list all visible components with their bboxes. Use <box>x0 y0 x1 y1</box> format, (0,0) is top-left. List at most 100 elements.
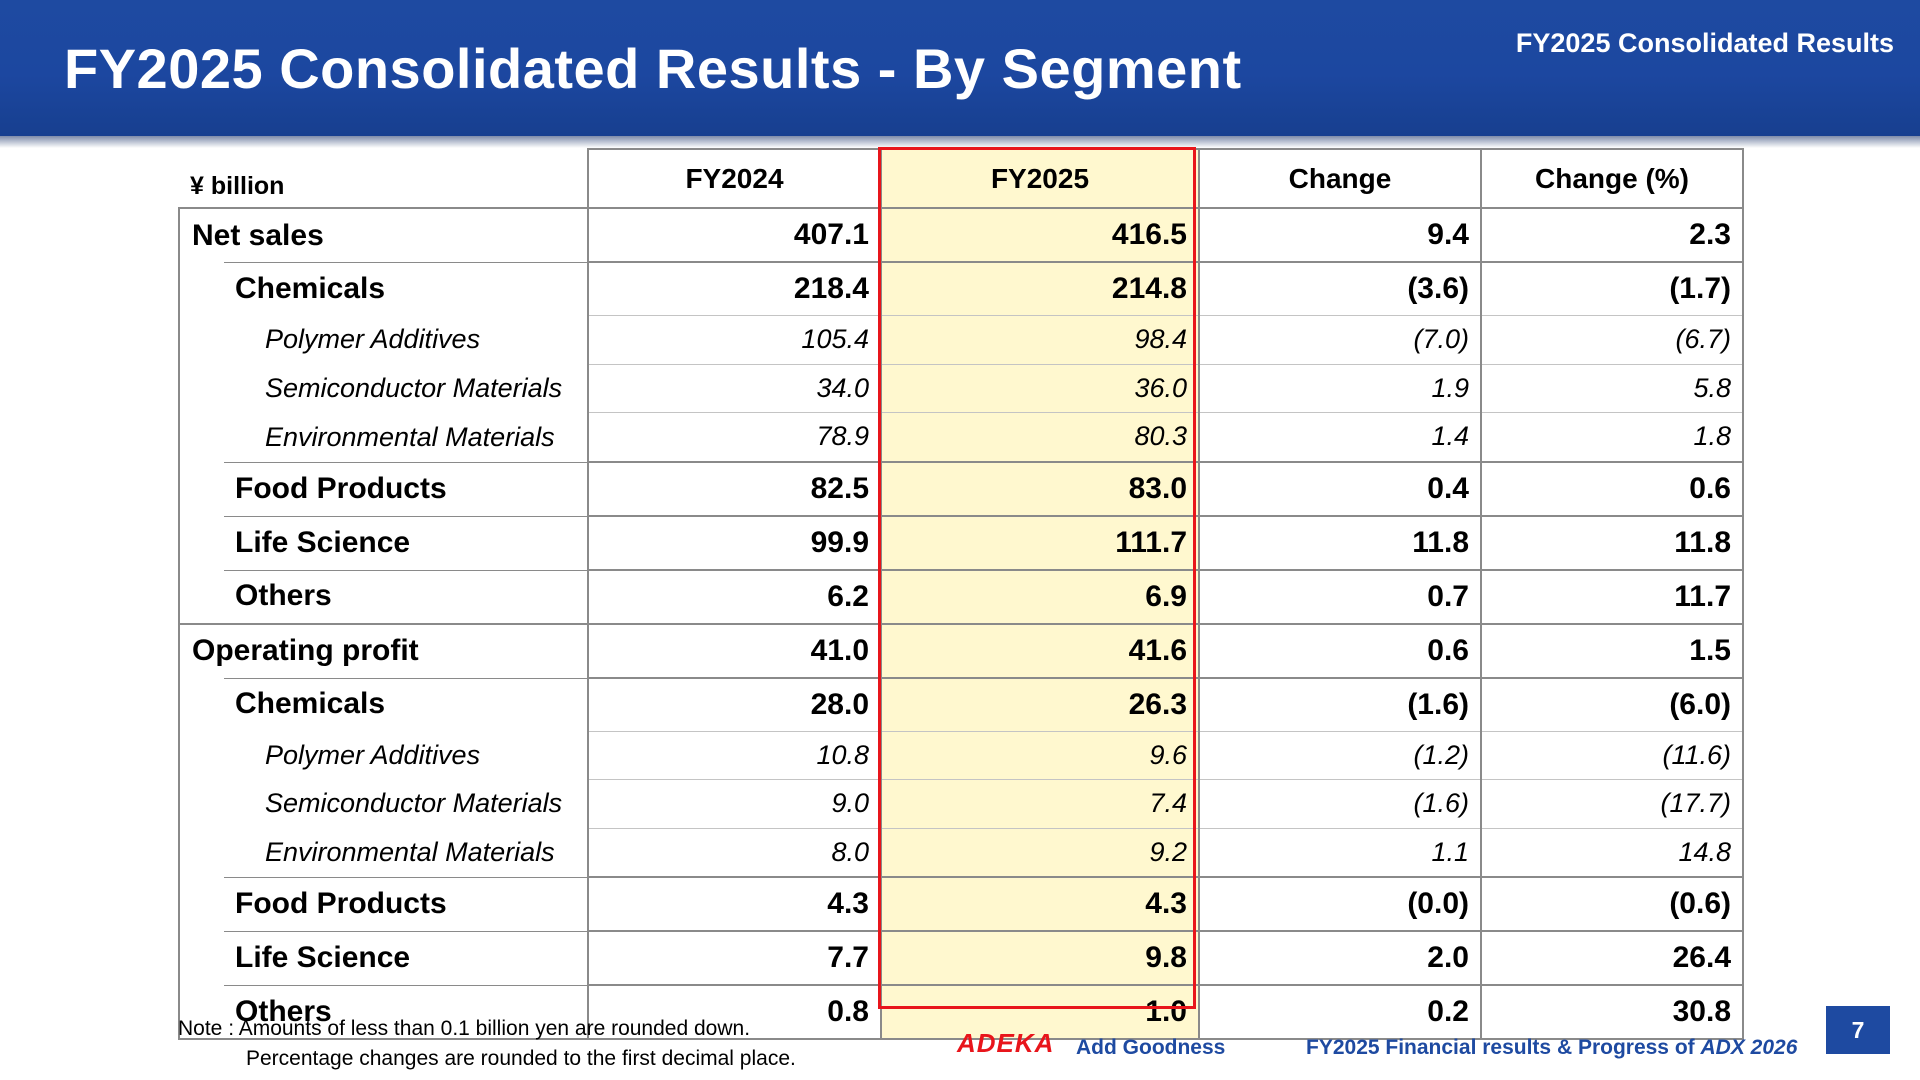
footnote: Note : Amounts of less than 0.1 billion … <box>178 1014 796 1074</box>
table-cell: 11.7 <box>1481 568 1744 624</box>
table-cell: 9.4 <box>1199 207 1482 262</box>
header-banner <box>0 0 1920 148</box>
row-separator <box>224 461 586 463</box>
row-label: Polymer Additives <box>178 731 589 780</box>
table-cell: 26.4 <box>1481 930 1744 985</box>
table-cell: 26.3 <box>881 676 1200 731</box>
table-cell: 407.1 <box>588 207 882 262</box>
table-cell: 6.2 <box>588 568 882 624</box>
row-label-text: Semiconductor Materials <box>265 372 563 403</box>
table-cell: 41.6 <box>881 622 1200 678</box>
table-cell: 7.7 <box>588 930 882 985</box>
row-label: Food Products <box>178 877 589 931</box>
row-label-text: Food Products <box>235 471 447 505</box>
row-separator <box>224 931 586 932</box>
row-label-text: Environmental Materials <box>265 837 555 867</box>
row-label: Semiconductor Materials <box>178 364 589 413</box>
table-cell: 11.8 <box>1199 514 1482 570</box>
table-cell: (1.6) <box>1199 676 1482 731</box>
table-row: Semiconductor Materials 34.0 36.0 1.9 5.8 <box>178 363 1744 413</box>
row-separator <box>224 262 586 263</box>
table-cell: 0.7 <box>1199 568 1482 624</box>
table-cell: 82.5 <box>588 460 882 516</box>
table-row: Others 0.8 1.0 0.2 30.8 <box>178 984 1744 1040</box>
table-cell: (11.6) <box>1481 730 1744 780</box>
table-cell: 1.4 <box>1199 412 1482 462</box>
table-cell: 1.5 <box>1481 622 1744 678</box>
table-cell: 41.0 <box>588 622 882 678</box>
table-row: Semiconductor Materials 9.0 7.4 (1.6) (17.7) <box>178 779 1744 828</box>
footer-text: FY2025 Financial results & Progress of A… <box>1306 1036 1797 1060</box>
table-cell: 36.0 <box>881 363 1200 413</box>
table-cell: 0.8 <box>588 984 882 1040</box>
column-header: FY2025 <box>880 148 1200 208</box>
table-cell: 99.9 <box>588 514 882 570</box>
row-label: Environmental Materials <box>178 828 589 877</box>
segment-results-table: ¥ billion FY2024 FY2025 Change Change (%… <box>178 148 1744 1040</box>
table-cell: 30.8 <box>1481 984 1744 1040</box>
row-separator <box>224 985 586 986</box>
row-label-text: Food Products <box>235 887 447 920</box>
column-header: Change <box>1198 148 1482 208</box>
table-cell: 0.2 <box>1199 984 1482 1040</box>
row-label: Chemicals <box>178 262 589 316</box>
row-label-text: Polymer Additives <box>265 324 481 355</box>
table-row: Operating profit 41.0 41.6 0.6 1.5 <box>178 622 1744 678</box>
table-cell: (0.0) <box>1199 876 1482 931</box>
row-label-text: Environmental Materials <box>265 421 555 452</box>
row-label-text: Others <box>235 579 332 612</box>
page-number: 7 <box>1826 1006 1890 1054</box>
table-row: Polymer Additives 105.4 98.4 (7.0) (6.7) <box>178 315 1744 364</box>
company-logo: ADEKA <box>957 1028 1055 1058</box>
table-cell: 9.6 <box>881 730 1200 780</box>
row-label: Chemicals <box>178 677 589 731</box>
footer-text-main: FY2025 Financial results & Progress of <box>1306 1036 1701 1059</box>
table-cell: (7.0) <box>1199 315 1482 364</box>
table-cell: 10.8 <box>588 730 882 780</box>
row-label: Life Science <box>178 515 589 570</box>
row-label-text: Polymer Additives <box>265 739 481 770</box>
table-cell: (1.2) <box>1199 730 1482 780</box>
table-cell: 11.8 <box>1481 514 1744 570</box>
footnote-line: Percentage changes are rounded to the fi… <box>246 1047 796 1070</box>
table-cell: 9.0 <box>588 779 882 828</box>
table-cell: 2.0 <box>1199 930 1482 985</box>
section-label: FY2025 Consolidated Results <box>1515 28 1894 58</box>
row-label: Net sales <box>178 207 589 262</box>
table-cell: 98.4 <box>881 315 1200 364</box>
column-header: Change (%) <box>1480 148 1744 208</box>
row-label: Environmental Materials <box>178 412 589 462</box>
table-row: Chemicals 28.0 26.3 (1.6) (6.0) <box>178 676 1744 731</box>
footer-text-em: ADX 2026 <box>1700 1036 1798 1059</box>
table-row: Environmental Materials 78.9 80.3 1.4 1.8 <box>178 412 1744 462</box>
row-separator <box>224 877 586 878</box>
table-cell: 7.4 <box>881 779 1200 828</box>
table-cell: (17.7) <box>1481 779 1744 828</box>
table-cell: 28.0 <box>588 676 882 731</box>
row-separator <box>224 569 586 571</box>
table-cell: 78.9 <box>588 412 882 462</box>
table-cell: 4.3 <box>881 876 1200 931</box>
table-cell: 34.0 <box>588 363 882 413</box>
table-cell: 1.9 <box>1199 363 1482 413</box>
table-cell: 80.3 <box>881 412 1200 462</box>
table-cell: 0.6 <box>1481 460 1744 516</box>
table-cell: 1.0 <box>881 984 1200 1040</box>
row-label-text: Operating profit <box>192 634 419 667</box>
table-cell: 83.0 <box>881 460 1200 516</box>
table-row: Life Science 7.7 9.8 2.0 26.4 <box>178 930 1744 985</box>
table-cell: 1.8 <box>1481 412 1744 462</box>
footnote-line: Note : Amounts of less than 0.1 billion … <box>178 1017 751 1040</box>
table-cell: 0.4 <box>1199 460 1482 516</box>
row-label: Others <box>178 985 589 1040</box>
table-row: Net sales 407.1 416.5 9.4 2.3 <box>178 207 1744 262</box>
row-separator <box>224 677 586 679</box>
row-label-text: Chemicals <box>235 687 386 721</box>
page-title: FY2025 Consolidated Results - By Segment <box>64 37 1242 100</box>
table-cell: (3.6) <box>1199 261 1482 316</box>
table-cell: 111.7 <box>881 514 1200 570</box>
table-header-row: ¥ billion FY2024 FY2025 Change Change (%… <box>179 148 1744 208</box>
table-cell: (1.7) <box>1481 261 1744 316</box>
table-row: Life Science 99.9 111.7 11.8 11.8 <box>178 514 1744 570</box>
table-row: Polymer Additives 10.8 9.6 (1.2) (11.6) <box>178 730 1744 780</box>
